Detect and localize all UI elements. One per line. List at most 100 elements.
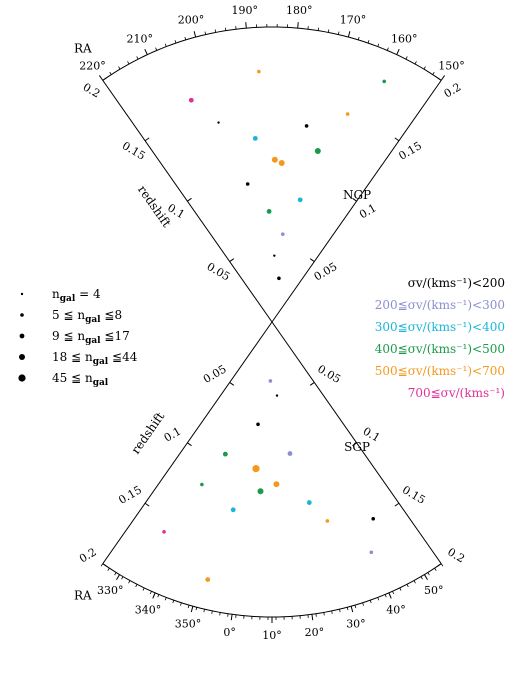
- sgp-ra-minor-tick: [220, 612, 221, 615]
- sgp-ra-minor-tick: [370, 600, 371, 603]
- ngp-cluster-point: [298, 197, 303, 202]
- sgp-region-label: SGP: [344, 440, 370, 454]
- ngp-ra-tick-label: 190°: [231, 4, 258, 17]
- sgp-z-tick-label: 0.15: [400, 483, 428, 507]
- ngp-cluster-point: [382, 80, 386, 84]
- sgp-z-tick-label: 0.2: [445, 545, 467, 565]
- size-legend-marker: [18, 374, 25, 381]
- ngp-ra-minor-tick: [415, 61, 416, 64]
- sgp-ra-tick: [351, 606, 353, 612]
- sgp-ra-tick: [389, 593, 391, 599]
- ngp-cluster-point: [267, 209, 272, 214]
- sgp-ra-minor-tick: [324, 612, 325, 615]
- ngp-z-tick: [230, 259, 234, 262]
- ngp-ra-minor-tick: [137, 56, 138, 59]
- ngp-ra-tick: [441, 75, 444, 80]
- ngp-ra-minor-tick: [424, 67, 426, 70]
- sgp-cluster-point: [288, 451, 293, 456]
- color-legend-label: σv/(kms⁻¹)<200: [408, 276, 505, 290]
- ngp-cluster-point: [277, 276, 281, 280]
- ngp-z-tick: [310, 259, 314, 262]
- sgp-ra-tick-label: 330°: [97, 584, 124, 597]
- sgp-cluster-point: [371, 517, 375, 521]
- sgp-ra-minor-tick: [196, 607, 197, 610]
- ngp-z-tick: [437, 77, 441, 80]
- ngp-ra-minor-tick: [128, 61, 129, 64]
- sgp-z-tick: [395, 503, 399, 506]
- sgp-ra-minor-tick: [188, 605, 189, 608]
- ngp-cluster-point: [315, 148, 321, 154]
- sgp-ra-minor-tick: [158, 594, 159, 597]
- sgp-cluster-point: [273, 481, 279, 487]
- sgp-z-tick: [145, 503, 149, 506]
- ngp-cluster-point: [217, 121, 219, 123]
- ngp-ra-tick: [145, 49, 148, 54]
- color-legend-label: 300≦σv/(kms⁻¹)<400: [375, 320, 505, 334]
- ngp-z-tick-label: 0.2: [81, 80, 103, 100]
- ngp-cluster-point: [273, 254, 275, 256]
- ngp-ra-minor-tick: [110, 72, 112, 75]
- sgp-z-tick-label: 0.15: [116, 483, 144, 507]
- sgp-ra-minor-tick: [385, 594, 386, 597]
- ngp-z-tick: [187, 198, 191, 201]
- size-legend-marker: [19, 354, 25, 360]
- ngp-ra-minor-tick: [378, 44, 379, 47]
- ngp-cluster-point: [279, 160, 285, 166]
- sgp-ra-tick-label: 340°: [135, 603, 162, 616]
- sgp-z-tick-label: 0.05: [315, 362, 343, 386]
- ngp-ra-minor-tick: [433, 72, 435, 75]
- ngp-ra-minor-tick: [406, 56, 407, 59]
- size-legend-label: 18 ≦ ngal ≦44: [52, 350, 138, 367]
- ngp-ra-tick: [99, 75, 102, 80]
- ngp-z-tick: [395, 138, 399, 141]
- sgp-ra-minor-tick: [339, 609, 340, 612]
- sgp-ra-minor-tick: [414, 581, 415, 584]
- sgp-z-tick: [187, 443, 191, 446]
- sgp-ra-tick-label: 0°: [223, 626, 236, 639]
- sgp-cluster-point: [307, 500, 312, 505]
- size-legend-label: 9 ≦ ngal ≦17: [52, 329, 130, 346]
- ngp-cluster-point: [346, 112, 350, 116]
- sgp-ra-tick-label: 50°: [424, 584, 444, 597]
- ngp-ra-minor-tick: [165, 44, 166, 47]
- sgp-ra-tick-label: 350°: [175, 618, 202, 631]
- ngp-ra-tick-label: 210°: [126, 32, 153, 45]
- ngp-z-tick-label: 0.05: [312, 260, 340, 284]
- ngp-z-tick: [103, 77, 107, 80]
- ngp-ra-minor-tick: [328, 29, 329, 32]
- sgp-ra-minor-tick: [378, 597, 379, 600]
- ngp-ra-minor-tick: [175, 40, 176, 43]
- ngp-ra-tick-label: 150°: [438, 60, 465, 73]
- ngp-ra-tick: [397, 49, 400, 54]
- sgp-cluster-point: [276, 394, 278, 396]
- sgp-ra-tick: [153, 593, 155, 599]
- sgp-ra-minor-tick: [122, 577, 124, 580]
- ngp-ra-tick: [298, 22, 299, 28]
- color-legend-label: 500≦σv/(kms⁻¹)<700: [375, 364, 505, 378]
- ngp-ra-tick: [246, 22, 247, 28]
- sgp-ra-minor-tick: [115, 572, 117, 575]
- ngp-cluster-point: [281, 232, 285, 236]
- sgp-ra-minor-tick: [407, 584, 408, 587]
- color-legend-label: 700≦σv/(kms⁻¹): [408, 386, 505, 400]
- ngp-ra-minor-tick: [119, 67, 121, 70]
- color-legend-label: 200≦σv/(kms⁻¹)<300: [375, 298, 505, 312]
- ngp-ra-tick-label: 200°: [178, 14, 205, 27]
- sgp-cluster-point: [256, 423, 260, 427]
- sgp-cluster-point: [223, 452, 228, 457]
- ngp-ra-tick-label: 180°: [286, 4, 313, 17]
- sgp-cluster-point: [370, 550, 374, 554]
- ngp-ra-tick: [348, 31, 350, 37]
- ngp-ra-minor-tick: [156, 48, 157, 51]
- sgp-ra-minor-tick: [165, 597, 166, 600]
- size-legend-label: ngal = 4: [52, 287, 101, 304]
- sgp-ra-tick: [231, 614, 232, 620]
- ngp-ra-tick-label: 160°: [391, 32, 418, 45]
- size-legend-label: 45 ≦ ngal: [52, 371, 109, 388]
- ngp-cluster-point: [272, 157, 278, 163]
- sgp-ra-minor-tick: [400, 588, 401, 591]
- ngp-ra-tick-label: 220°: [79, 60, 106, 73]
